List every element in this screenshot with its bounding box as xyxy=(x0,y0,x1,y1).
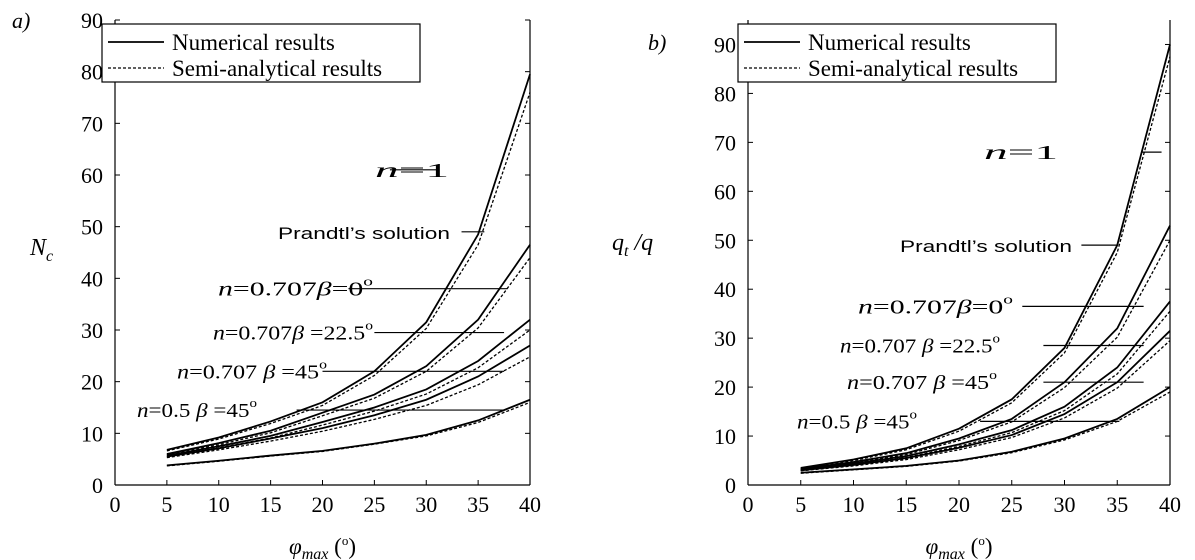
y-tick-label: 80 xyxy=(81,60,103,85)
legend-label: Numerical results xyxy=(172,30,335,55)
x-tick-label: 10 xyxy=(208,492,230,517)
x-tick-label: 0 xyxy=(110,492,121,517)
x-tick-label: 30 xyxy=(1054,492,1076,517)
y-tick-label: 40 xyxy=(81,266,103,291)
panel-label: a) xyxy=(12,8,30,33)
y-tick-label: 60 xyxy=(714,179,736,204)
legend-box xyxy=(101,23,421,83)
series-line xyxy=(166,401,531,467)
x-tick-label: 35 xyxy=(1106,492,1128,517)
series-line xyxy=(800,391,1171,474)
annotation-label: n =1 xyxy=(375,160,449,182)
series-line xyxy=(166,318,531,457)
annotation-label: n=0.5 β =45 o xyxy=(797,406,917,433)
y-tick-label: 40 xyxy=(714,277,736,302)
legend-box xyxy=(737,23,1057,83)
annotation-label: n =1 xyxy=(984,142,1058,164)
series-line xyxy=(166,257,531,456)
x-tick-label: 10 xyxy=(843,492,865,517)
y-tick-label: 20 xyxy=(81,370,103,395)
series-line xyxy=(166,73,531,451)
y-tick-label: 0 xyxy=(92,473,103,498)
y-tick-label: 0 xyxy=(725,473,736,498)
y-tick-label: 70 xyxy=(81,111,103,136)
series-line xyxy=(800,330,1171,472)
panel-b-chart: 0 5 10 15 20 25 30 35 40 0 10 20 30 40 50 60 70 80 90 b) φma… xyxy=(612,20,1181,560)
x-tick-label: 15 xyxy=(260,492,282,517)
x-axis-label: φmax (o) xyxy=(926,533,993,560)
legend-label: Semi-analytical results xyxy=(172,56,382,81)
annotation-label: n =0.707 β =0 o xyxy=(858,291,1013,318)
x-tick-label: 20 xyxy=(948,492,970,517)
x-tick-label: 25 xyxy=(363,492,385,517)
y-tick-label: 30 xyxy=(81,318,103,343)
y-tick-label: 90 xyxy=(714,32,736,57)
x-tick-label: 5 xyxy=(795,492,806,517)
series-line xyxy=(166,356,531,459)
series-line xyxy=(166,92,531,452)
annotation-label: n =0.707 β =45 o xyxy=(847,367,997,394)
series-line xyxy=(800,340,1171,472)
annotation-label: n=0.5 β =45 o xyxy=(137,395,257,422)
x-tick-label: 5 xyxy=(161,492,172,517)
annotation-label: n =0.707 β =45 o xyxy=(177,356,327,383)
y-tick-label: 90 xyxy=(81,8,103,33)
y-tick-label: 70 xyxy=(714,130,736,155)
x-tick-label: 15 xyxy=(895,492,917,517)
x-tick-label: 0 xyxy=(743,492,754,517)
legend-label: Numerical results xyxy=(808,30,971,55)
y-tick-label: 10 xyxy=(714,424,736,449)
series-line xyxy=(166,344,531,458)
x-tick-label: 40 xyxy=(1159,492,1181,517)
y-tick-label: 50 xyxy=(714,228,736,253)
y-tick-label: 80 xyxy=(714,81,736,106)
series-line xyxy=(800,56,1171,470)
y-tick-label: 60 xyxy=(81,163,103,188)
series-line xyxy=(166,244,531,455)
x-tick-label: 20 xyxy=(312,492,334,517)
series-line xyxy=(800,44,1171,469)
panel-a-chart: 0 5 10 15 20 25 30 35 40 0 10 20 30 40 50 60 70 80 90 a) φma… xyxy=(12,8,541,560)
series-line xyxy=(800,300,1171,471)
legend-label: Semi-analytical results xyxy=(808,56,1018,81)
annotation-label: n=0.707 β =22.5 o xyxy=(213,318,373,345)
y-axis-label: Nc xyxy=(29,235,53,265)
series-line xyxy=(800,225,1171,470)
x-tick-label: 40 xyxy=(519,492,541,517)
y-tick-label: 50 xyxy=(81,215,103,240)
annotation-label: Prandtl’s solution xyxy=(900,237,1072,256)
annotation-label: n=0.707 β =22.5 o xyxy=(840,331,1000,358)
panel-label: b) xyxy=(648,30,666,55)
x-tick-label: 35 xyxy=(467,492,489,517)
x-axis-label: φmax (o) xyxy=(289,533,356,560)
x-tick-label: 30 xyxy=(415,492,437,517)
y-tick-label: 10 xyxy=(81,421,103,446)
y-axis-label: qt /q xyxy=(612,230,653,260)
annotation-label: Prandtl’s solution xyxy=(278,224,450,243)
x-tick-label: 25 xyxy=(1001,492,1023,517)
y-tick-label: 20 xyxy=(714,375,736,400)
annotation-label: n =0.707 β =0 o xyxy=(218,274,373,301)
y-tick-label: 30 xyxy=(714,326,736,351)
